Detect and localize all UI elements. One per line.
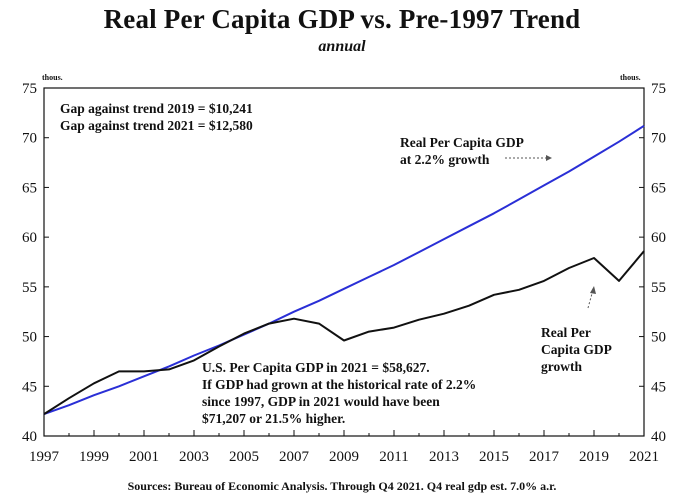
x-tick-label: 2009: [329, 449, 359, 465]
gap-2021-label: Gap against trend 2021 = $12,580: [60, 118, 253, 133]
x-tick-label: 2021: [629, 449, 659, 465]
note-line2: If GDP had grown at the historical rate …: [202, 377, 476, 392]
x-tick-label: 2005: [229, 449, 259, 465]
x-tick-label: 2017: [529, 449, 560, 465]
y-tick-label-left: 60: [22, 230, 37, 246]
y-tick-label-left: 65: [22, 180, 37, 196]
x-tick-label: 2013: [429, 449, 459, 465]
actual-series-label-line1: Real Per: [541, 325, 591, 340]
y-tick-label-right: 45: [651, 379, 666, 395]
gap-2019-label: Gap against trend 2019 = $10,241: [60, 101, 253, 116]
y-tick-label-left: 45: [22, 379, 37, 395]
y-tick-label-right: 55: [651, 280, 666, 296]
y-tick-label-left: 70: [22, 131, 37, 147]
y-unit-right: thous.: [620, 73, 641, 82]
y-tick-label-left: 75: [22, 81, 37, 97]
x-tick-label: 2011: [379, 449, 408, 465]
note-line4: $71,207 or 21.5% higher.: [202, 411, 345, 426]
x-tick-label: 2003: [179, 449, 209, 465]
x-tick-label: 1997: [29, 449, 60, 465]
y-tick-label-right: 60: [651, 230, 666, 246]
y-tick-label-right: 50: [651, 330, 666, 346]
actual-series-line: [43, 250, 645, 415]
x-tick-label: 2015: [479, 449, 509, 465]
actual-series-label-line2: Capita GDP: [541, 342, 612, 357]
chart-subtitle: annual: [318, 38, 366, 55]
annotations-group: thous. thous. Gap against trend 2019 = $…: [42, 73, 641, 426]
chart-title: Real Per Capita GDP vs. Pre-1997 Trend: [103, 4, 581, 34]
source-note: Sources: Bureau of Economic Analysis. Th…: [127, 479, 557, 493]
y-tick-label-left: 40: [22, 429, 37, 445]
x-tick-label: 2001: [129, 449, 159, 465]
ticks-group: 40 40 45 45 50 50 55 55 60 60 65 65 70 70 75 75 1997 1999…: [22, 81, 666, 465]
x-tick-label: 2007: [279, 449, 310, 465]
trend-series-label-line1: Real Per Capita GDP: [400, 135, 524, 150]
actual-label-arrow: [587, 289, 594, 309]
y-tick-label-right: 65: [651, 180, 666, 196]
trend-label-arrowhead: [546, 155, 552, 161]
y-tick-label-right: 40: [651, 429, 666, 445]
series-group: [43, 124, 645, 416]
y-tick-label-right: 70: [651, 131, 666, 147]
y-tick-label-left: 50: [22, 330, 37, 346]
trend-series-label-line2: at 2.2% growth: [400, 152, 490, 167]
trend-series-line: [43, 124, 645, 416]
y-tick-label-right: 75: [651, 81, 666, 97]
y-unit-left: thous.: [42, 73, 63, 82]
actual-series-label-line3: growth: [541, 359, 582, 374]
x-tick-label: 2019: [579, 449, 609, 465]
y-tick-label-left: 55: [22, 280, 37, 296]
note-line3: since 1997, GDP in 2021 would have been: [202, 394, 440, 409]
x-tick-label: 1999: [79, 449, 109, 465]
note-line1: U.S. Per Capita GDP in 2021 = $58,627.: [202, 360, 430, 375]
actual-label-arrowhead: [590, 286, 596, 294]
